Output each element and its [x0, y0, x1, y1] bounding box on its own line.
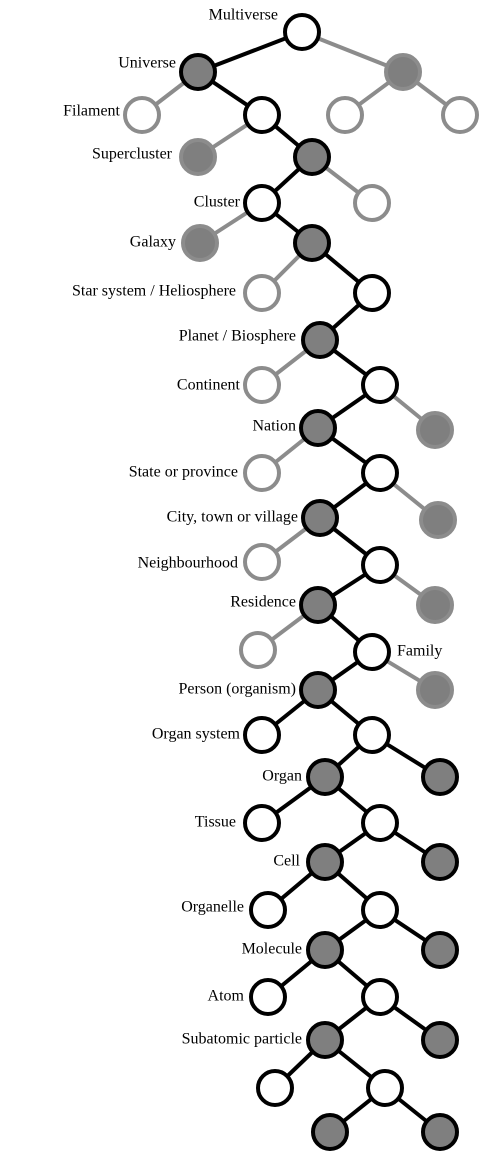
node	[179, 138, 217, 176]
node	[283, 13, 321, 51]
node	[243, 274, 281, 312]
node	[243, 366, 281, 404]
node-label: Continent	[177, 377, 241, 394]
node	[249, 978, 287, 1016]
node	[361, 891, 399, 929]
node-label: Cell	[273, 853, 300, 870]
node	[419, 501, 457, 539]
node	[361, 546, 399, 584]
node	[353, 184, 391, 222]
node-label: Family	[397, 643, 442, 660]
node	[293, 224, 331, 262]
node	[353, 716, 391, 754]
node	[353, 274, 391, 312]
node-label: Atom	[208, 988, 245, 1005]
node	[301, 499, 339, 537]
node	[416, 586, 454, 624]
node	[421, 1113, 459, 1151]
node-label: Organelle	[181, 899, 244, 916]
node	[123, 96, 161, 134]
node-label: Planet / Biosphere	[179, 328, 296, 345]
node-label: Multiverse	[209, 7, 278, 24]
node	[306, 758, 344, 796]
node-label: Subatomic particle	[182, 1031, 302, 1048]
node-label: Organ	[262, 768, 302, 785]
node	[179, 53, 217, 91]
node	[243, 716, 281, 754]
node-label: Universe	[118, 55, 176, 72]
node	[299, 671, 337, 709]
node	[311, 1113, 349, 1151]
node	[256, 1069, 294, 1107]
node	[421, 931, 459, 969]
node	[416, 671, 454, 709]
node-label: Organ system	[152, 726, 241, 743]
node-label: Person (organism)	[179, 681, 296, 698]
node	[299, 409, 337, 447]
node	[243, 96, 281, 134]
node	[293, 138, 331, 176]
node-label: Tissue	[195, 814, 236, 831]
node	[421, 843, 459, 881]
node	[353, 633, 391, 671]
node	[306, 1021, 344, 1059]
node	[243, 543, 281, 581]
node-label: Cluster	[194, 194, 241, 211]
node	[361, 454, 399, 492]
node-label: Nation	[252, 418, 296, 435]
node-label: Galaxy	[130, 234, 176, 251]
node-label: Supercluster	[92, 146, 173, 163]
node-label: Residence	[230, 594, 296, 611]
node	[243, 804, 281, 842]
node	[384, 53, 422, 91]
node	[301, 321, 339, 359]
node	[243, 184, 281, 222]
node	[326, 96, 364, 134]
node	[181, 224, 219, 262]
node-label: State or province	[129, 464, 238, 481]
node	[239, 631, 277, 669]
node	[306, 931, 344, 969]
node-label: Neighbourhood	[138, 555, 238, 572]
node	[243, 454, 281, 492]
node	[421, 758, 459, 796]
node-label: Filament	[63, 103, 120, 120]
node	[366, 1069, 404, 1107]
node	[361, 366, 399, 404]
node	[421, 1021, 459, 1059]
node	[416, 411, 454, 449]
node	[361, 804, 399, 842]
node	[299, 586, 337, 624]
node	[441, 96, 479, 134]
node	[361, 978, 399, 1016]
node	[249, 891, 287, 929]
node-label: Star system / Heliosphere	[72, 283, 236, 300]
node-label: City, town or village	[167, 509, 298, 526]
node	[306, 843, 344, 881]
node-label: Molecule	[242, 941, 302, 958]
